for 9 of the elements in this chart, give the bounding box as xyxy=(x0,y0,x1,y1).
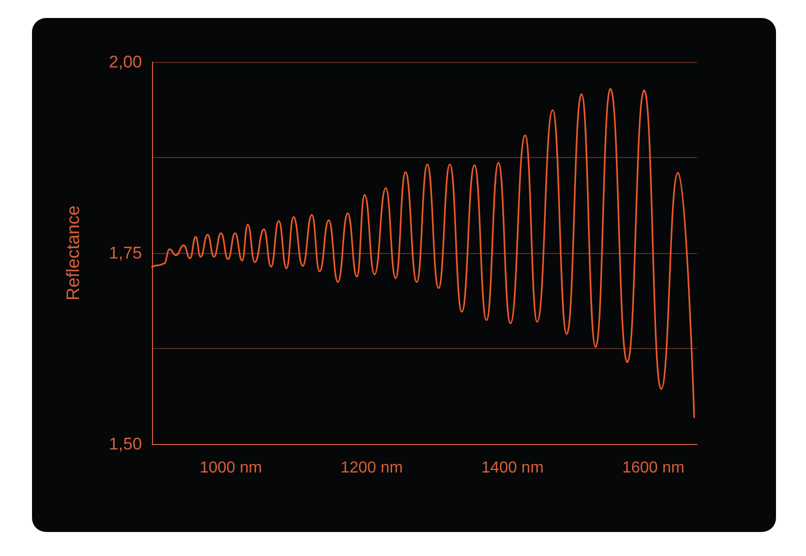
x-tick-label: 1600 nm xyxy=(622,460,684,476)
x-tick-label: 1400 nm xyxy=(481,460,544,476)
x-tick-label: 1000 nm xyxy=(200,460,262,476)
y-axis-title: Reflectance xyxy=(63,205,83,301)
x-tick-label: 1200 nm xyxy=(340,460,403,476)
line-series xyxy=(151,88,695,418)
y-tick-label: 1,75 xyxy=(108,244,142,262)
y-tick-label: 2,00 xyxy=(108,52,142,72)
y-tick-label: 1,50 xyxy=(108,434,142,454)
